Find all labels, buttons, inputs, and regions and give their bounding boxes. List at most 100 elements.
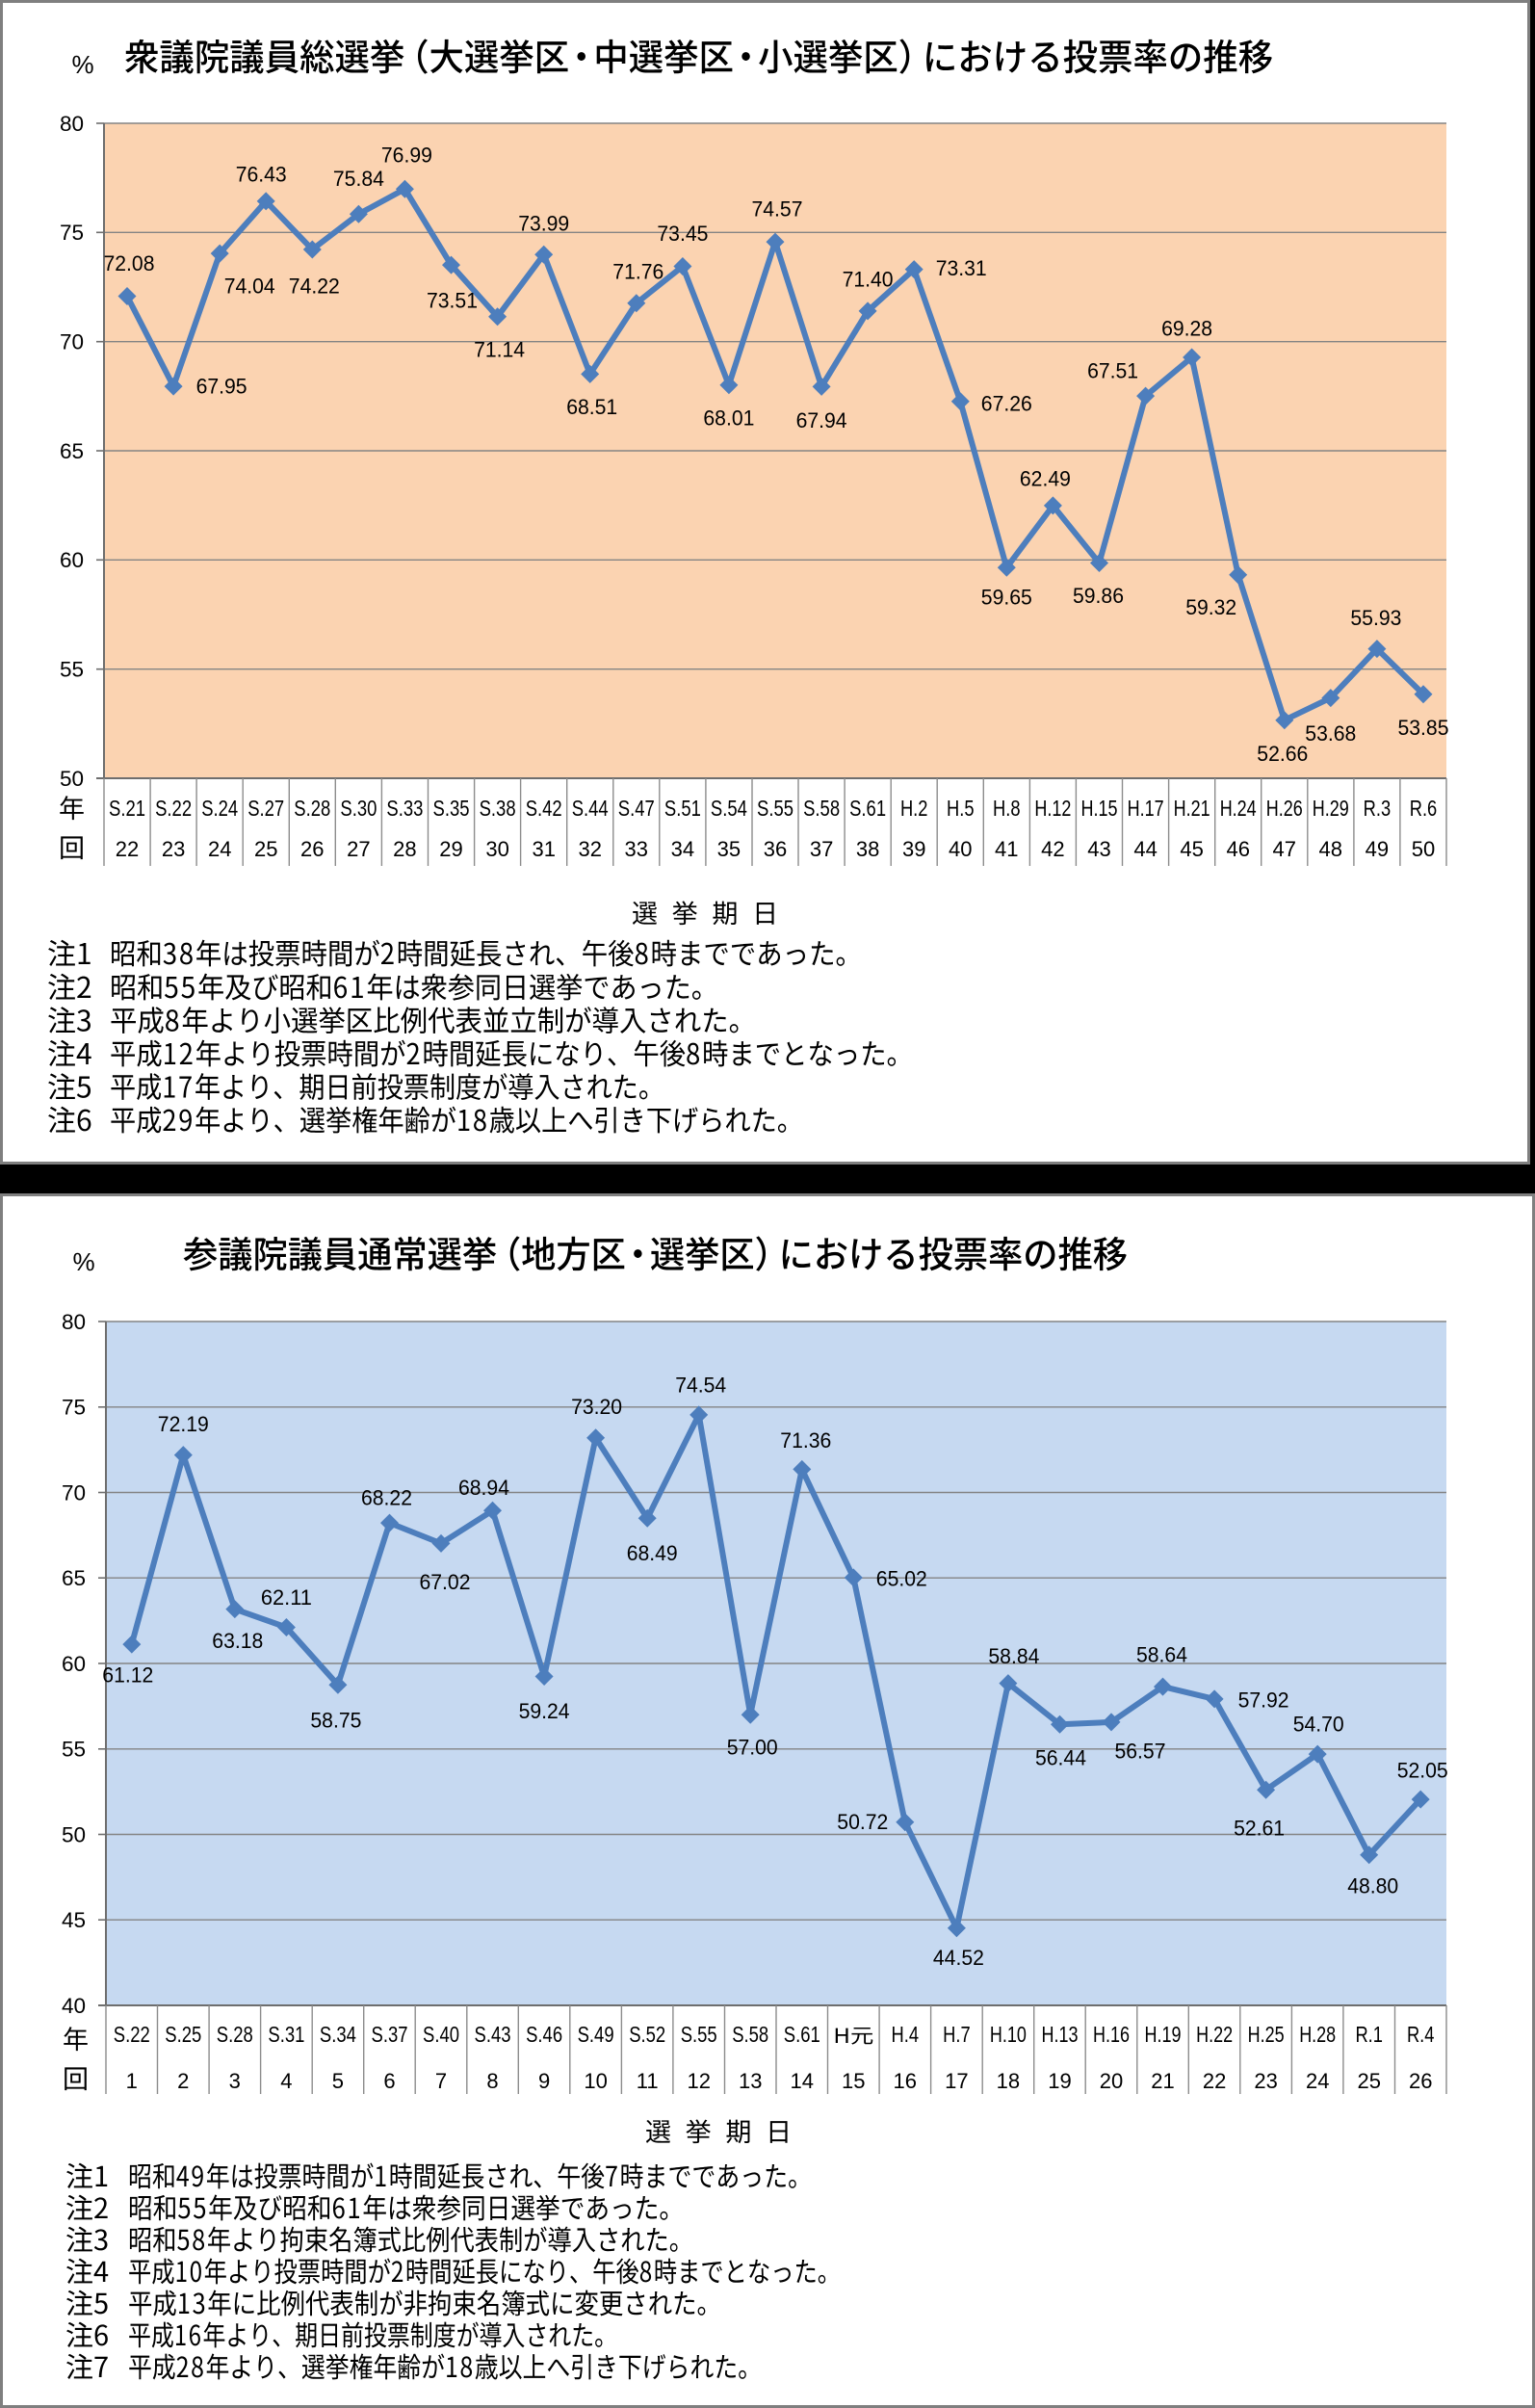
svg-text:76.43: 76.43	[236, 162, 287, 186]
svg-text:H.10: H.10	[990, 2022, 1027, 2047]
svg-text:68.22: 68.22	[361, 1486, 412, 1510]
svg-text:50: 50	[1412, 837, 1435, 861]
svg-text:31: 31	[532, 837, 555, 861]
svg-text:11: 11	[637, 2069, 659, 2093]
svg-text:S.58: S.58	[803, 796, 840, 821]
svg-text:H.29: H.29	[1313, 796, 1349, 821]
svg-text:23: 23	[1254, 2069, 1277, 2093]
svg-text:10: 10	[584, 2069, 607, 2093]
svg-text:28: 28	[393, 837, 416, 861]
svg-text:44.52: 44.52	[933, 1946, 984, 1970]
svg-text:S.44: S.44	[572, 796, 609, 821]
svg-text:15: 15	[842, 2069, 865, 2093]
svg-text:S.52: S.52	[629, 2022, 665, 2047]
svg-text:S.54: S.54	[711, 796, 747, 821]
svg-text:57.00: 57.00	[727, 1736, 778, 1760]
svg-text:S.24: S.24	[201, 796, 238, 821]
svg-text:42: 42	[1041, 837, 1064, 861]
svg-text:50: 50	[62, 1822, 86, 1846]
svg-text:40: 40	[62, 1994, 86, 2018]
svg-text:S.21: S.21	[109, 796, 145, 821]
svg-text:37: 37	[810, 837, 833, 861]
svg-text:S.40: S.40	[423, 2022, 459, 2047]
svg-text:19: 19	[1048, 2069, 1071, 2093]
svg-text:H.12: H.12	[1034, 796, 1071, 821]
svg-text:74.04: 74.04	[224, 275, 275, 299]
svg-text:59.86: 59.86	[1073, 584, 1124, 608]
svg-text:50: 50	[60, 767, 84, 791]
svg-text:3: 3	[229, 2069, 241, 2093]
svg-text:5: 5	[332, 2069, 344, 2093]
svg-text:S.35: S.35	[433, 796, 470, 821]
svg-text:R.1: R.1	[1355, 2022, 1383, 2047]
svg-text:73.51: 73.51	[427, 289, 478, 313]
svg-text:17: 17	[945, 2069, 968, 2093]
svg-text:53.68: 53.68	[1305, 721, 1356, 746]
svg-text:71.36: 71.36	[780, 1428, 831, 1453]
svg-text:73.31: 73.31	[936, 256, 987, 280]
svg-text:35: 35	[717, 837, 741, 861]
svg-text:14: 14	[791, 2069, 814, 2093]
svg-text:65: 65	[60, 439, 84, 463]
svg-text:1: 1	[126, 2069, 138, 2093]
svg-text:S.47: S.47	[618, 796, 655, 821]
svg-text:80: 80	[60, 112, 84, 136]
svg-text:H.21: H.21	[1174, 796, 1210, 821]
svg-text:S.46: S.46	[526, 2022, 562, 2047]
svg-text:20: 20	[1100, 2069, 1123, 2093]
svg-text:40: 40	[949, 837, 972, 861]
svg-text:H.19: H.19	[1145, 2022, 1182, 2047]
svg-text:S.31: S.31	[268, 2022, 304, 2047]
svg-text:H.7: H.7	[943, 2022, 971, 2047]
svg-text:30: 30	[485, 837, 508, 861]
svg-text:39: 39	[902, 837, 925, 861]
svg-text:S.30: S.30	[340, 796, 377, 821]
svg-text:H.25: H.25	[1248, 2022, 1285, 2047]
svg-text:26: 26	[1409, 2069, 1432, 2093]
svg-text:H.8: H.8	[993, 796, 1021, 821]
svg-text:H.17: H.17	[1128, 796, 1164, 821]
svg-text:H.28: H.28	[1299, 2022, 1336, 2047]
svg-text:S.22: S.22	[155, 796, 192, 821]
svg-text:62.11: 62.11	[261, 1585, 312, 1610]
svg-text:S.22: S.22	[114, 2022, 150, 2047]
svg-text:H.5: H.5	[947, 796, 975, 821]
svg-text:72.08: 72.08	[104, 251, 155, 275]
svg-text:8: 8	[486, 2069, 498, 2093]
svg-text:34: 34	[671, 837, 694, 861]
svg-text:70: 70	[62, 1480, 86, 1505]
svg-text:75: 75	[60, 221, 84, 245]
svg-text:29: 29	[439, 837, 462, 861]
svg-text:61.12: 61.12	[102, 1663, 153, 1688]
svg-text:S.61: S.61	[849, 796, 886, 821]
svg-text:S.27: S.27	[247, 796, 284, 821]
svg-text:60: 60	[62, 1652, 86, 1676]
svg-text:55.93: 55.93	[1350, 606, 1401, 630]
svg-text:S.34: S.34	[320, 2022, 356, 2047]
svg-text:6: 6	[383, 2069, 395, 2093]
svg-text:S.42: S.42	[526, 796, 562, 821]
svg-text:60: 60	[60, 548, 84, 572]
svg-text:67.26: 67.26	[981, 391, 1032, 415]
svg-text:68.51: 68.51	[566, 395, 617, 419]
svg-text:56.57: 56.57	[1115, 1739, 1166, 1763]
svg-text:32: 32	[578, 837, 601, 861]
svg-text:S.55: S.55	[681, 2022, 717, 2047]
svg-text:24: 24	[208, 837, 231, 861]
svg-text:S.38: S.38	[480, 796, 516, 821]
svg-text:74.57: 74.57	[752, 197, 803, 222]
svg-text:R.4: R.4	[1407, 2022, 1435, 2047]
svg-text:56.44: 56.44	[1035, 1746, 1086, 1770]
svg-text:22: 22	[116, 837, 139, 861]
svg-text:67.02: 67.02	[420, 1570, 471, 1594]
svg-text:45: 45	[62, 1908, 86, 1932]
svg-text:22: 22	[1203, 2069, 1226, 2093]
svg-text:52.05: 52.05	[1397, 1759, 1448, 1783]
svg-text:54.70: 54.70	[1293, 1713, 1344, 1737]
svg-text:S.33: S.33	[386, 796, 423, 821]
svg-text:71.76: 71.76	[612, 259, 663, 283]
svg-text:69.28: 69.28	[1161, 317, 1212, 341]
svg-text:S.28: S.28	[294, 796, 330, 821]
svg-text:75: 75	[62, 1396, 86, 1420]
svg-text:52.61: 52.61	[1234, 1817, 1285, 1841]
